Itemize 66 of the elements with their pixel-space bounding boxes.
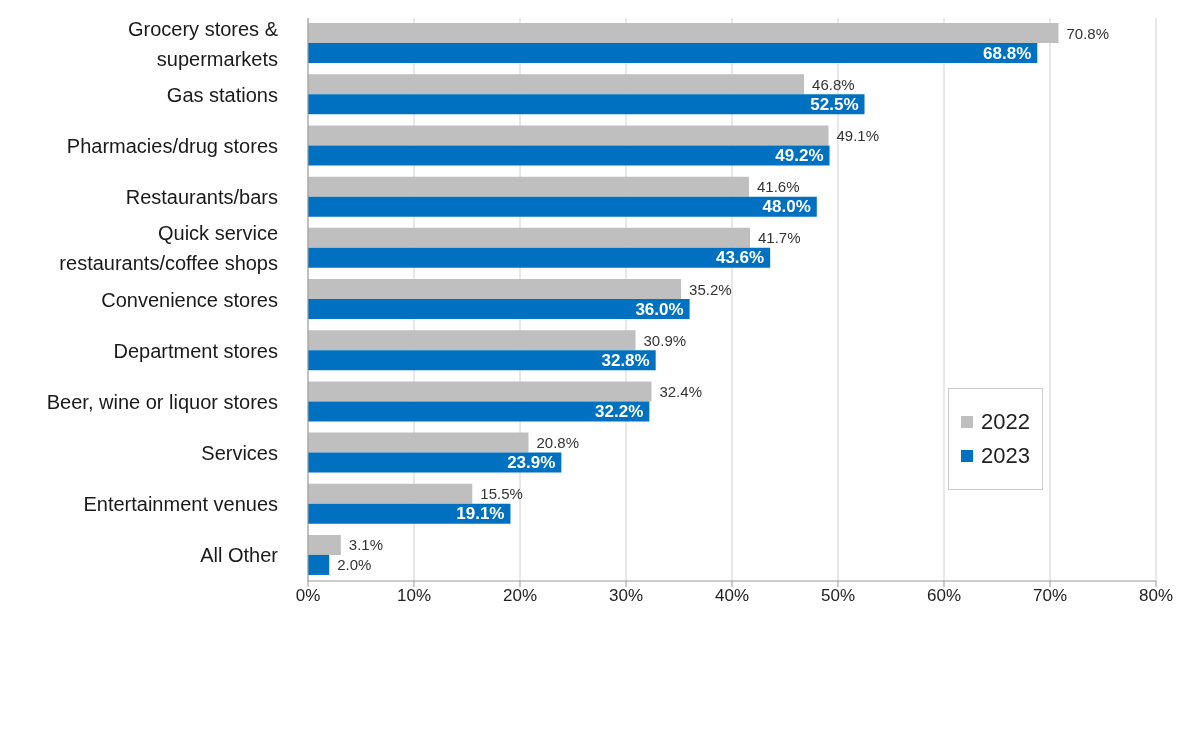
bar <box>308 381 652 402</box>
data-label: 43.6% <box>715 248 765 268</box>
bar <box>308 299 690 320</box>
y-tick-label: Beer, wine or liquor stores <box>46 390 278 413</box>
bar <box>308 23 1059 44</box>
x-tick-label: 60% <box>926 586 962 606</box>
bar <box>308 125 829 146</box>
data-label: 2.0% <box>337 556 372 574</box>
x-tick-label: 0% <box>295 586 321 606</box>
bar <box>308 483 473 504</box>
legend-label: 2023 <box>981 443 1030 469</box>
bar <box>308 503 511 524</box>
data-label: 49.1% <box>836 126 880 144</box>
bar <box>308 145 830 166</box>
data-label: 52.5% <box>810 94 859 114</box>
bar <box>308 330 636 351</box>
y-tick-label: Pharmacies/drug stores <box>66 134 278 157</box>
bar <box>308 94 865 115</box>
data-label: 68.8% <box>983 43 1032 63</box>
y-tick-label: Gas stations <box>166 83 278 106</box>
data-label: 41.6% <box>756 178 800 196</box>
data-label: 32.4% <box>659 382 702 400</box>
data-label: 35.2% <box>689 280 732 298</box>
x-tick-label: 50% <box>820 586 856 606</box>
data-label: 23.9% <box>507 453 556 473</box>
bar <box>308 74 805 95</box>
bar <box>308 43 1038 64</box>
data-label: 19.1% <box>456 504 505 524</box>
y-tick-label: Quick service restaurants/coffee shops <box>59 222 278 275</box>
data-label: 20.8% <box>536 434 580 452</box>
x-tick-label: 10% <box>396 586 432 606</box>
data-label: 48.0% <box>762 197 811 217</box>
x-tick-label: 70% <box>1032 586 1068 606</box>
bar <box>308 401 650 422</box>
y-tick-label: Entertainment venues <box>83 493 278 516</box>
data-label: 32.2% <box>595 401 644 421</box>
data-label: 36.0% <box>635 299 684 319</box>
bar <box>308 350 656 371</box>
bar <box>308 432 529 453</box>
bar <box>308 227 751 248</box>
bar <box>308 247 771 268</box>
bar <box>308 554 330 575</box>
y-tick-label: Grocery stores & supermarkets <box>127 17 279 70</box>
y-tick-label: Department stores <box>113 339 278 362</box>
x-tick-label: 30% <box>608 586 644 606</box>
data-label: 30.9% <box>643 331 687 349</box>
data-label: 41.7% <box>758 229 801 247</box>
bar <box>308 452 562 473</box>
bar <box>308 196 817 217</box>
bar <box>308 279 682 300</box>
x-tick-label: 20% <box>502 586 538 606</box>
x-tick-label: 40% <box>714 586 750 606</box>
data-label: 3.1% <box>348 536 384 554</box>
data-label: 15.5% <box>480 485 523 503</box>
legend-label: 2022 <box>981 409 1030 435</box>
data-label: 70.8% <box>1066 24 1110 42</box>
y-tick-label: Convenience stores <box>101 288 278 311</box>
y-tick-label: Restaurants/bars <box>125 186 278 209</box>
bar <box>308 176 749 197</box>
data-label: 49.2% <box>775 145 824 165</box>
data-label: 46.8% <box>812 75 855 93</box>
bar <box>308 534 341 555</box>
y-tick-label: All Other <box>200 544 279 567</box>
data-label: 32.8% <box>601 350 650 370</box>
x-tick-label: 80% <box>1138 586 1174 606</box>
y-tick-label: Services <box>201 442 278 465</box>
